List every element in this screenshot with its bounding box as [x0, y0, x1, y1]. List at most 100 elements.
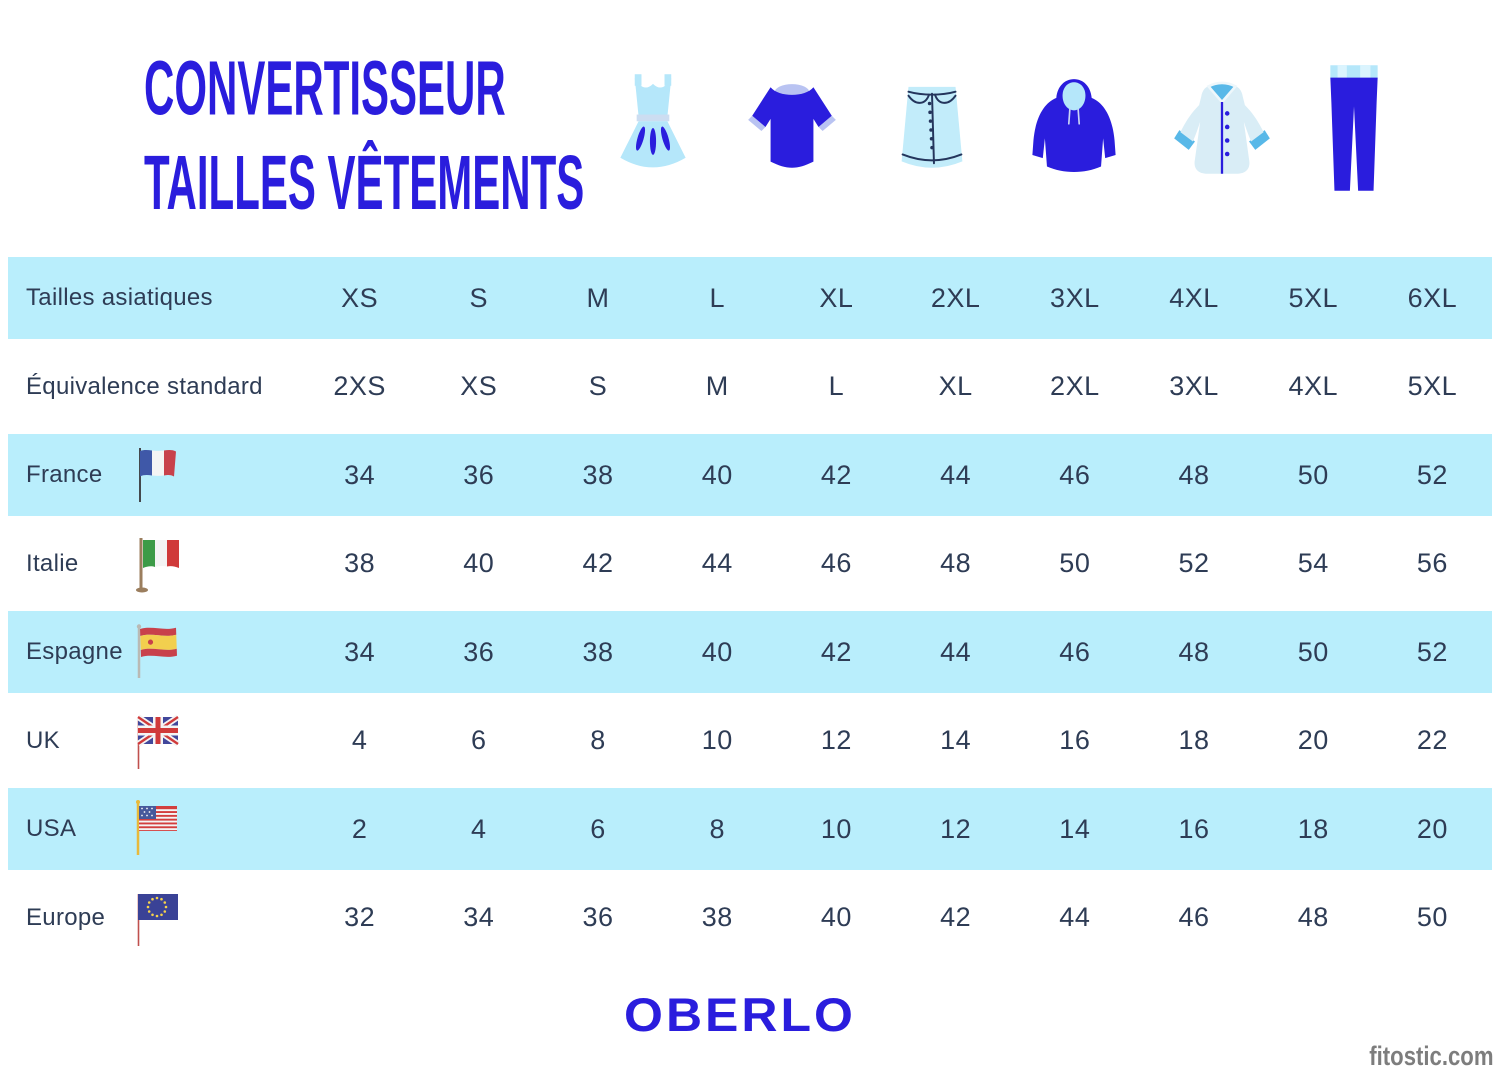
size-cell: 40: [463, 548, 495, 578]
row-label-cell: UK: [8, 693, 300, 788]
us-flag-icon: [126, 797, 188, 861]
size-cell: 36: [582, 902, 614, 932]
row-label-cell: Italie: [8, 516, 300, 611]
size-cell: 50: [1297, 636, 1329, 667]
size-cell: 22: [1416, 725, 1448, 755]
size-cell: L: [709, 282, 725, 313]
size-cell: 36: [463, 459, 495, 490]
size-cell: 42: [820, 459, 852, 490]
oberlo-logo: OBERLO: [624, 988, 856, 1042]
row-label: Espagne: [26, 638, 123, 665]
size-cell: 8: [709, 813, 725, 844]
size-cell: 20: [1297, 725, 1329, 755]
size-cell: 20: [1416, 813, 1448, 844]
title-line2: TAILLES VÊTEMENTS: [144, 139, 585, 226]
size-cell: 16: [1059, 725, 1091, 755]
row-label: UK: [26, 726, 60, 754]
size-cell: 2: [351, 813, 368, 844]
size-cell: 50: [1297, 459, 1329, 490]
leggings-icon: [1318, 61, 1390, 200]
size-cell: 14: [940, 725, 972, 755]
size-cell: 38: [582, 459, 614, 490]
size-table: Tailles asiatiques XS S M L XL 2XL 3XL 4XL 5XL 6X…: [8, 257, 1492, 965]
row-label: Tailles asiatiques: [26, 284, 213, 311]
size-cell: 18: [1297, 813, 1329, 844]
size-cell: 54: [1297, 548, 1329, 578]
row-label-cell: USA: [8, 788, 300, 870]
size-cell: 48: [1297, 902, 1329, 932]
size-cell: M: [586, 282, 610, 313]
row-label-cell: Tailles asiatiques: [8, 257, 300, 339]
size-cell: 10: [701, 725, 733, 755]
size-cell: 46: [1178, 902, 1210, 932]
table-row: Italie 38 40 42 44 46 48 50 52 54 56: [8, 516, 1492, 611]
row-label: USA: [26, 815, 77, 842]
row-label: Europe: [26, 903, 106, 931]
size-cell: 52: [1416, 636, 1448, 667]
es-flag-icon: [126, 620, 188, 684]
size-cell: 12: [820, 725, 852, 755]
watermark: fitostic.com: [1369, 1041, 1494, 1071]
size-cell: 40: [701, 459, 733, 490]
size-cell: L: [828, 371, 845, 401]
size-cell: 6XL: [1407, 282, 1458, 313]
size-cell: 6: [590, 813, 606, 844]
table-row: UK 4 6 8 10 12 14 16 18 20 22: [8, 693, 1492, 788]
size-cell: 34: [344, 459, 376, 490]
coat-icon: [1166, 76, 1278, 185]
size-cell: 5XL: [1407, 371, 1458, 401]
row-label-cell: Espagne: [8, 611, 300, 693]
size-cell: 4: [471, 813, 487, 844]
row-label: Équivalence standard: [26, 372, 263, 400]
size-cell: 18: [1178, 725, 1210, 755]
size-cell: 3XL: [1169, 371, 1219, 401]
fr-flag-icon: [126, 443, 188, 507]
size-cell: XS: [341, 282, 379, 313]
size-cell: 46: [1059, 636, 1091, 667]
size-cell: 34: [463, 902, 495, 932]
size-cell: XL: [819, 282, 854, 313]
size-cell: 52: [1178, 548, 1210, 578]
size-cell: 50: [1416, 902, 1448, 932]
size-cell: 4XL: [1288, 371, 1338, 401]
size-cell: 48: [940, 548, 972, 578]
page-title: CONVERTISSEUR TAILLES VÊTEMENTS: [144, 41, 585, 230]
size-cell: 48: [1178, 459, 1210, 490]
size-cell: 52: [1416, 459, 1448, 490]
size-cell: XS: [460, 371, 498, 401]
row-label: France: [26, 461, 103, 488]
size-cell: 36: [463, 636, 495, 667]
size-cell: 38: [344, 548, 376, 578]
row-label-cell: Équivalence standard: [8, 339, 300, 434]
size-cell: 44: [1059, 902, 1091, 932]
clothing-icons: [605, 48, 1390, 213]
size-cell: S: [588, 371, 608, 401]
table-row: Tailles asiatiques XS S M L XL 2XL 3XL 4XL 5XL 6X…: [8, 257, 1492, 339]
size-cell: S: [469, 282, 489, 313]
size-cell: 6: [471, 725, 487, 755]
size-cell: M: [705, 371, 729, 401]
hoodie-icon: [1022, 69, 1126, 192]
table-row: France 34 36 38 40 42 44 46 48 50 52: [8, 434, 1492, 516]
size-cell: 42: [940, 902, 972, 932]
size-cell: 44: [940, 459, 972, 490]
table-row: Équivalence standard 2XS XS S M L XL 2XL 3XL 4XL…: [8, 339, 1492, 434]
row-label-cell: France: [8, 434, 300, 516]
size-cell: 44: [701, 548, 733, 578]
size-cell: 3XL: [1050, 282, 1100, 313]
dress-icon: [605, 69, 701, 192]
size-cell: 12: [940, 813, 972, 844]
size-cell: 40: [820, 902, 852, 932]
size-cell: 48: [1178, 636, 1210, 667]
size-cell: 38: [582, 636, 614, 667]
size-cell: 4: [351, 725, 368, 755]
size-cell: 4XL: [1169, 282, 1219, 313]
size-cell: 32: [344, 902, 376, 932]
size-cell: 2XS: [333, 371, 386, 401]
size-cell: 46: [820, 548, 852, 578]
table-row: Europe 32 34 36 38 40 42 44 46 48 50: [8, 870, 1492, 965]
it-flag-icon: [126, 532, 188, 596]
row-label: Italie: [26, 549, 79, 577]
size-cell: 34: [344, 636, 376, 667]
